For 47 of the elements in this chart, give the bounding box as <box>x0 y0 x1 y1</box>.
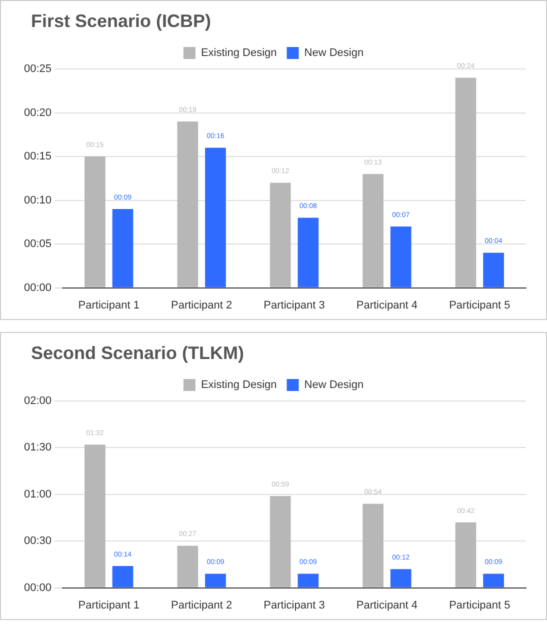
bar <box>455 522 476 588</box>
y-tick-label: 00:30 <box>24 535 52 548</box>
bar <box>112 566 134 588</box>
x-tick-label: Participant 1 <box>78 299 140 312</box>
x-tick-label: Participant 1 <box>78 599 140 612</box>
y-tick-label: 01:30 <box>24 442 52 454</box>
bar <box>270 182 291 288</box>
chart-title: Second Scenario (TLKM) <box>30 342 246 365</box>
y-tick-label: 00:05 <box>24 238 52 250</box>
x-tick-label: Participant 4 <box>356 299 418 312</box>
bar <box>205 148 226 288</box>
x-tick-label: Participant 3 <box>264 299 325 312</box>
bar <box>362 174 384 288</box>
x-tick-label: Participant 4 <box>356 599 418 612</box>
bar <box>205 574 226 588</box>
bar <box>483 252 504 288</box>
legend-label: Existing Design <box>200 379 277 392</box>
x-tick-label: Participant 5 <box>449 299 510 312</box>
y-tick-label: 00:15 <box>24 150 52 163</box>
bar <box>270 496 291 588</box>
legend-label: New Design <box>304 379 364 392</box>
legend-label: New Design <box>304 47 364 60</box>
x-tick-label: Participant 5 <box>449 599 510 612</box>
x-tick-label: Participant 2 <box>170 599 232 612</box>
y-tick-label: 01:00 <box>24 488 52 500</box>
bar <box>298 574 319 588</box>
bar <box>112 209 134 288</box>
bar <box>177 122 198 288</box>
y-tick-label: 00:10 <box>24 194 52 206</box>
y-tick-label: 02:00 <box>24 395 52 408</box>
y-tick-label: 00:00 <box>24 282 52 294</box>
bar <box>390 569 412 588</box>
y-tick-label: 00:20 <box>24 106 52 119</box>
bar <box>390 226 412 288</box>
legend-label: Existing Design <box>200 47 277 60</box>
x-tick-label: Participant 3 <box>264 599 325 612</box>
bar <box>455 78 476 288</box>
bar <box>177 546 198 588</box>
bar <box>483 574 504 588</box>
chart-title: First Scenario (ICBP) <box>30 10 212 33</box>
y-tick-label: 00:25 <box>24 63 52 76</box>
bar <box>84 156 106 288</box>
bar <box>362 504 384 588</box>
x-tick-label: Participant 2 <box>170 299 232 312</box>
bar <box>84 444 106 588</box>
bar <box>298 218 319 288</box>
y-tick-label: 00:00 <box>24 582 52 594</box>
